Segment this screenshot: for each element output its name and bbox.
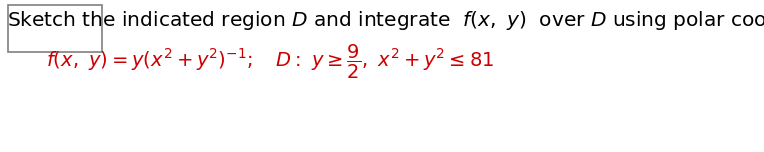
Text: $f(x,\ y) = y(x^2 + y^2)^{-1};\quadD{:}\ y \geq \dfrac{9}{2},\ x^2 + y^2 \leq 81: $f(x,\ y) = y(x^2 + y^2)^{-1};\quadD{:}\… [47, 43, 494, 81]
Bar [8, 5, 102, 52]
Text: Sketch the indicated region $D$ and integrate  $f(x,\ y)$  over $D$ using polar : Sketch the indicated region $D$ and inte… [8, 9, 764, 32]
